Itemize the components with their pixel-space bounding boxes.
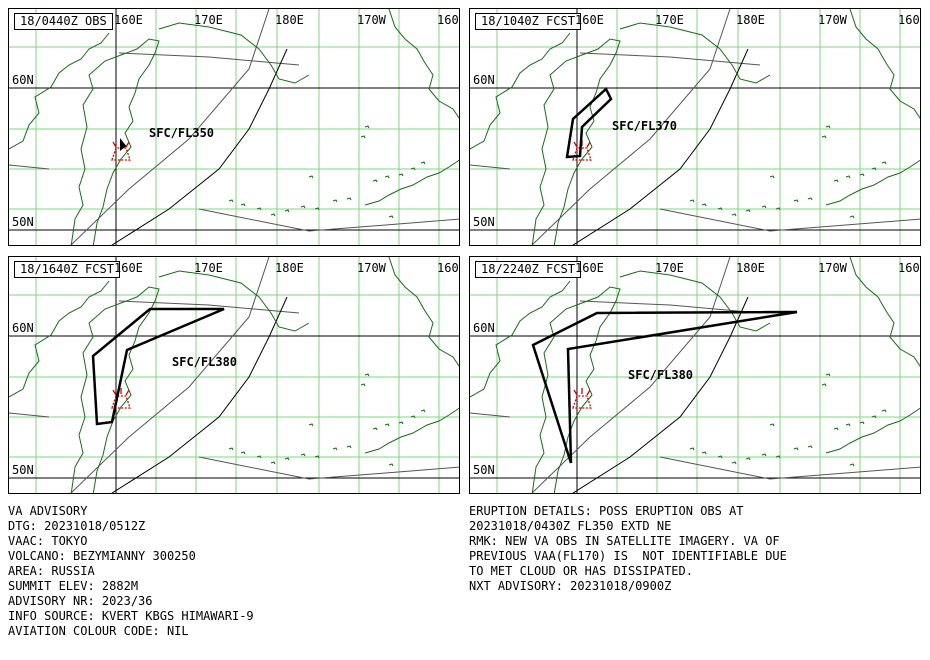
advisory-line: AREA: RUSSIA [8,564,95,578]
longitude-label: 160 [898,13,920,27]
coastlines [9,257,459,493]
latitude-label: 50N [473,215,495,229]
flight-level-label: SFC/FL370 [612,119,678,133]
ash-overlay [91,307,225,426]
longitude-label: 160E [575,261,604,275]
longitude-label: 160E [114,13,143,27]
advisory-line: SUMMIT ELEV: 2882M [8,579,139,593]
map-canvas [9,257,459,493]
ash-cloud-outline [120,138,127,151]
coastlines [470,257,920,493]
advisory-line: INFO SOURCE: KVERT KBGS HIMAWARI-9 [8,609,254,623]
map-canvas [470,9,920,245]
advisory-line: AVIATION COLOUR CODE: NIL [8,624,189,638]
map-canvas [9,9,459,245]
longitude-label: 180E [275,13,304,27]
volcano-icon [111,388,131,409]
map-panel-obs: 18/0440Z OBS SFC/FL350 160E 170E 180E 170W 1… [8,8,460,246]
main-grid [470,257,920,493]
latitude-label: 60N [12,321,34,335]
advisory-line: PREVIOUS VAA(FL170) IS NOT IDENTIFIABLE … [469,549,787,563]
longitude-label: 170E [194,261,223,275]
longitude-label: 180E [736,261,765,275]
longitude-label: 160 [437,13,459,27]
advisory-line: TO MET CLOUD OR HAS DISSIPATED. [469,564,693,578]
longitude-label: 160E [114,261,143,275]
advisory-line: VOLCANO: BEZYMIANNY 300250 [8,549,196,563]
ash-overlay [531,310,798,464]
coastlines [470,9,920,245]
ash-cloud-outline [565,86,613,159]
ash-overlay [111,138,131,161]
coastlines [9,9,459,245]
panel-title: 18/0440Z OBS [14,13,113,30]
volcano-icon [572,388,592,409]
flight-level-label: SFC/FL350 [149,126,215,140]
advisory-line: NXT ADVISORY: 20231018/0900Z [469,579,672,593]
advisory-text-right: ERUPTION DETAILS: POSS ERUPTION OBS AT 20… [469,504,787,594]
advisory-line: ERUPTION DETAILS: POSS ERUPTION OBS AT [469,504,744,518]
main-grid [9,9,459,245]
longitude-label: 160 [898,261,920,275]
latitude-label: 60N [473,321,495,335]
latitude-label: 50N [12,463,34,477]
longitude-label: 160 [437,261,459,275]
map-panel-fcst-1040: 18/1040Z FCST SFC/FL370 160E 170E 180E 170W… [469,8,921,246]
fir-boundary [470,9,920,245]
advisory-line: VAAC: TOKYO [8,534,88,548]
longitude-label: 180E [275,261,304,275]
latitude-label: 50N [12,215,34,229]
longitude-label: 170W [818,261,847,275]
flight-level-label: SFC/FL380 [628,368,694,382]
advisory-line: DTG: 20231018/0512Z [8,519,146,533]
longitude-label: 170W [818,13,847,27]
latitude-label: 60N [12,73,34,87]
advisory-text-left: VA ADVISORY DTG: 20231018/0512Z VAAC: TOKY… [8,504,254,639]
longitude-label: 170E [194,13,223,27]
flight-level-label: SFC/FL380 [172,355,238,369]
longitude-label: 180E [736,13,765,27]
latitude-label: 60N [473,73,495,87]
advisory-line: VA ADVISORY [8,504,88,518]
panel-title: 18/1640Z FCST [14,261,120,278]
longitude-label: 170W [357,261,386,275]
fir-boundary [9,257,459,493]
ash-cloud-outline [91,307,225,426]
longitude-label: 170W [357,13,386,27]
main-grid [9,257,459,493]
longitude-label: 160E [575,13,604,27]
longitude-label: 170E [655,261,684,275]
panel-title: 18/2240Z FCST [475,261,581,278]
main-grid [470,9,920,245]
advisory-line: RMK: NEW VA OBS IN SATELLITE IMAGERY. VA… [469,534,780,548]
advisory-line: ADVISORY NR: 2023/36 [8,594,153,608]
longitude-label: 170E [655,13,684,27]
ash-overlay [565,86,613,161]
latitude-label: 50N [473,463,495,477]
map-panel-fcst-2240: 18/2240Z FCST SFC/FL380 160E 170E 180E 170W… [469,256,921,494]
panel-title: 18/1040Z FCST [475,13,581,30]
ash-cloud-outline [531,310,798,464]
advisory-line: 20231018/0430Z FL350 EXTD NE [469,519,672,533]
map-panel-fcst-1640: 18/1640Z FCST SFC/FL380 160E 170E 180E 170W… [8,256,460,494]
